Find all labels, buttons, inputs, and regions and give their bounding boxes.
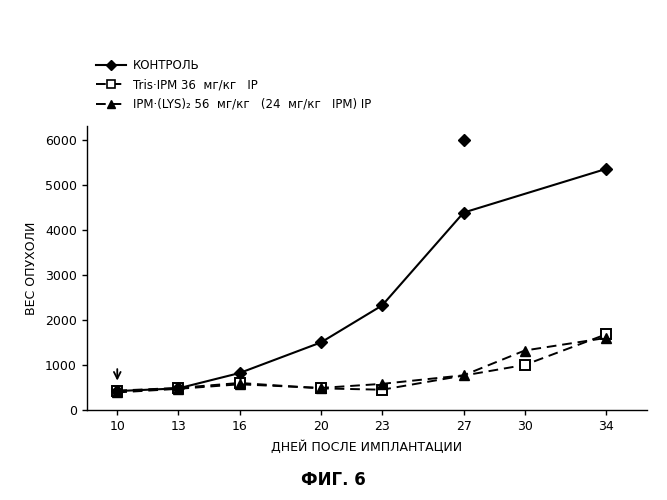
Text: ФИГ. 6: ФИГ. 6 bbox=[301, 471, 366, 489]
X-axis label: ДНЕЙ ПОСЛЕ ИМПЛАНТАЦИИ: ДНЕЙ ПОСЛЕ ИМПЛАНТАЦИИ bbox=[271, 440, 462, 454]
Y-axis label: ВЕС ОПУХОЛИ: ВЕС ОПУХОЛИ bbox=[25, 222, 38, 314]
Legend: КОНТРОЛЬ, Tris·IPM 36  мг/кг   IP, IPM·(LYS)₂ 56  мг/кг   (24  мг/кг   IPM) IP: КОНТРОЛЬ, Tris·IPM 36 мг/кг IP, IPM·(LYS… bbox=[93, 56, 375, 114]
